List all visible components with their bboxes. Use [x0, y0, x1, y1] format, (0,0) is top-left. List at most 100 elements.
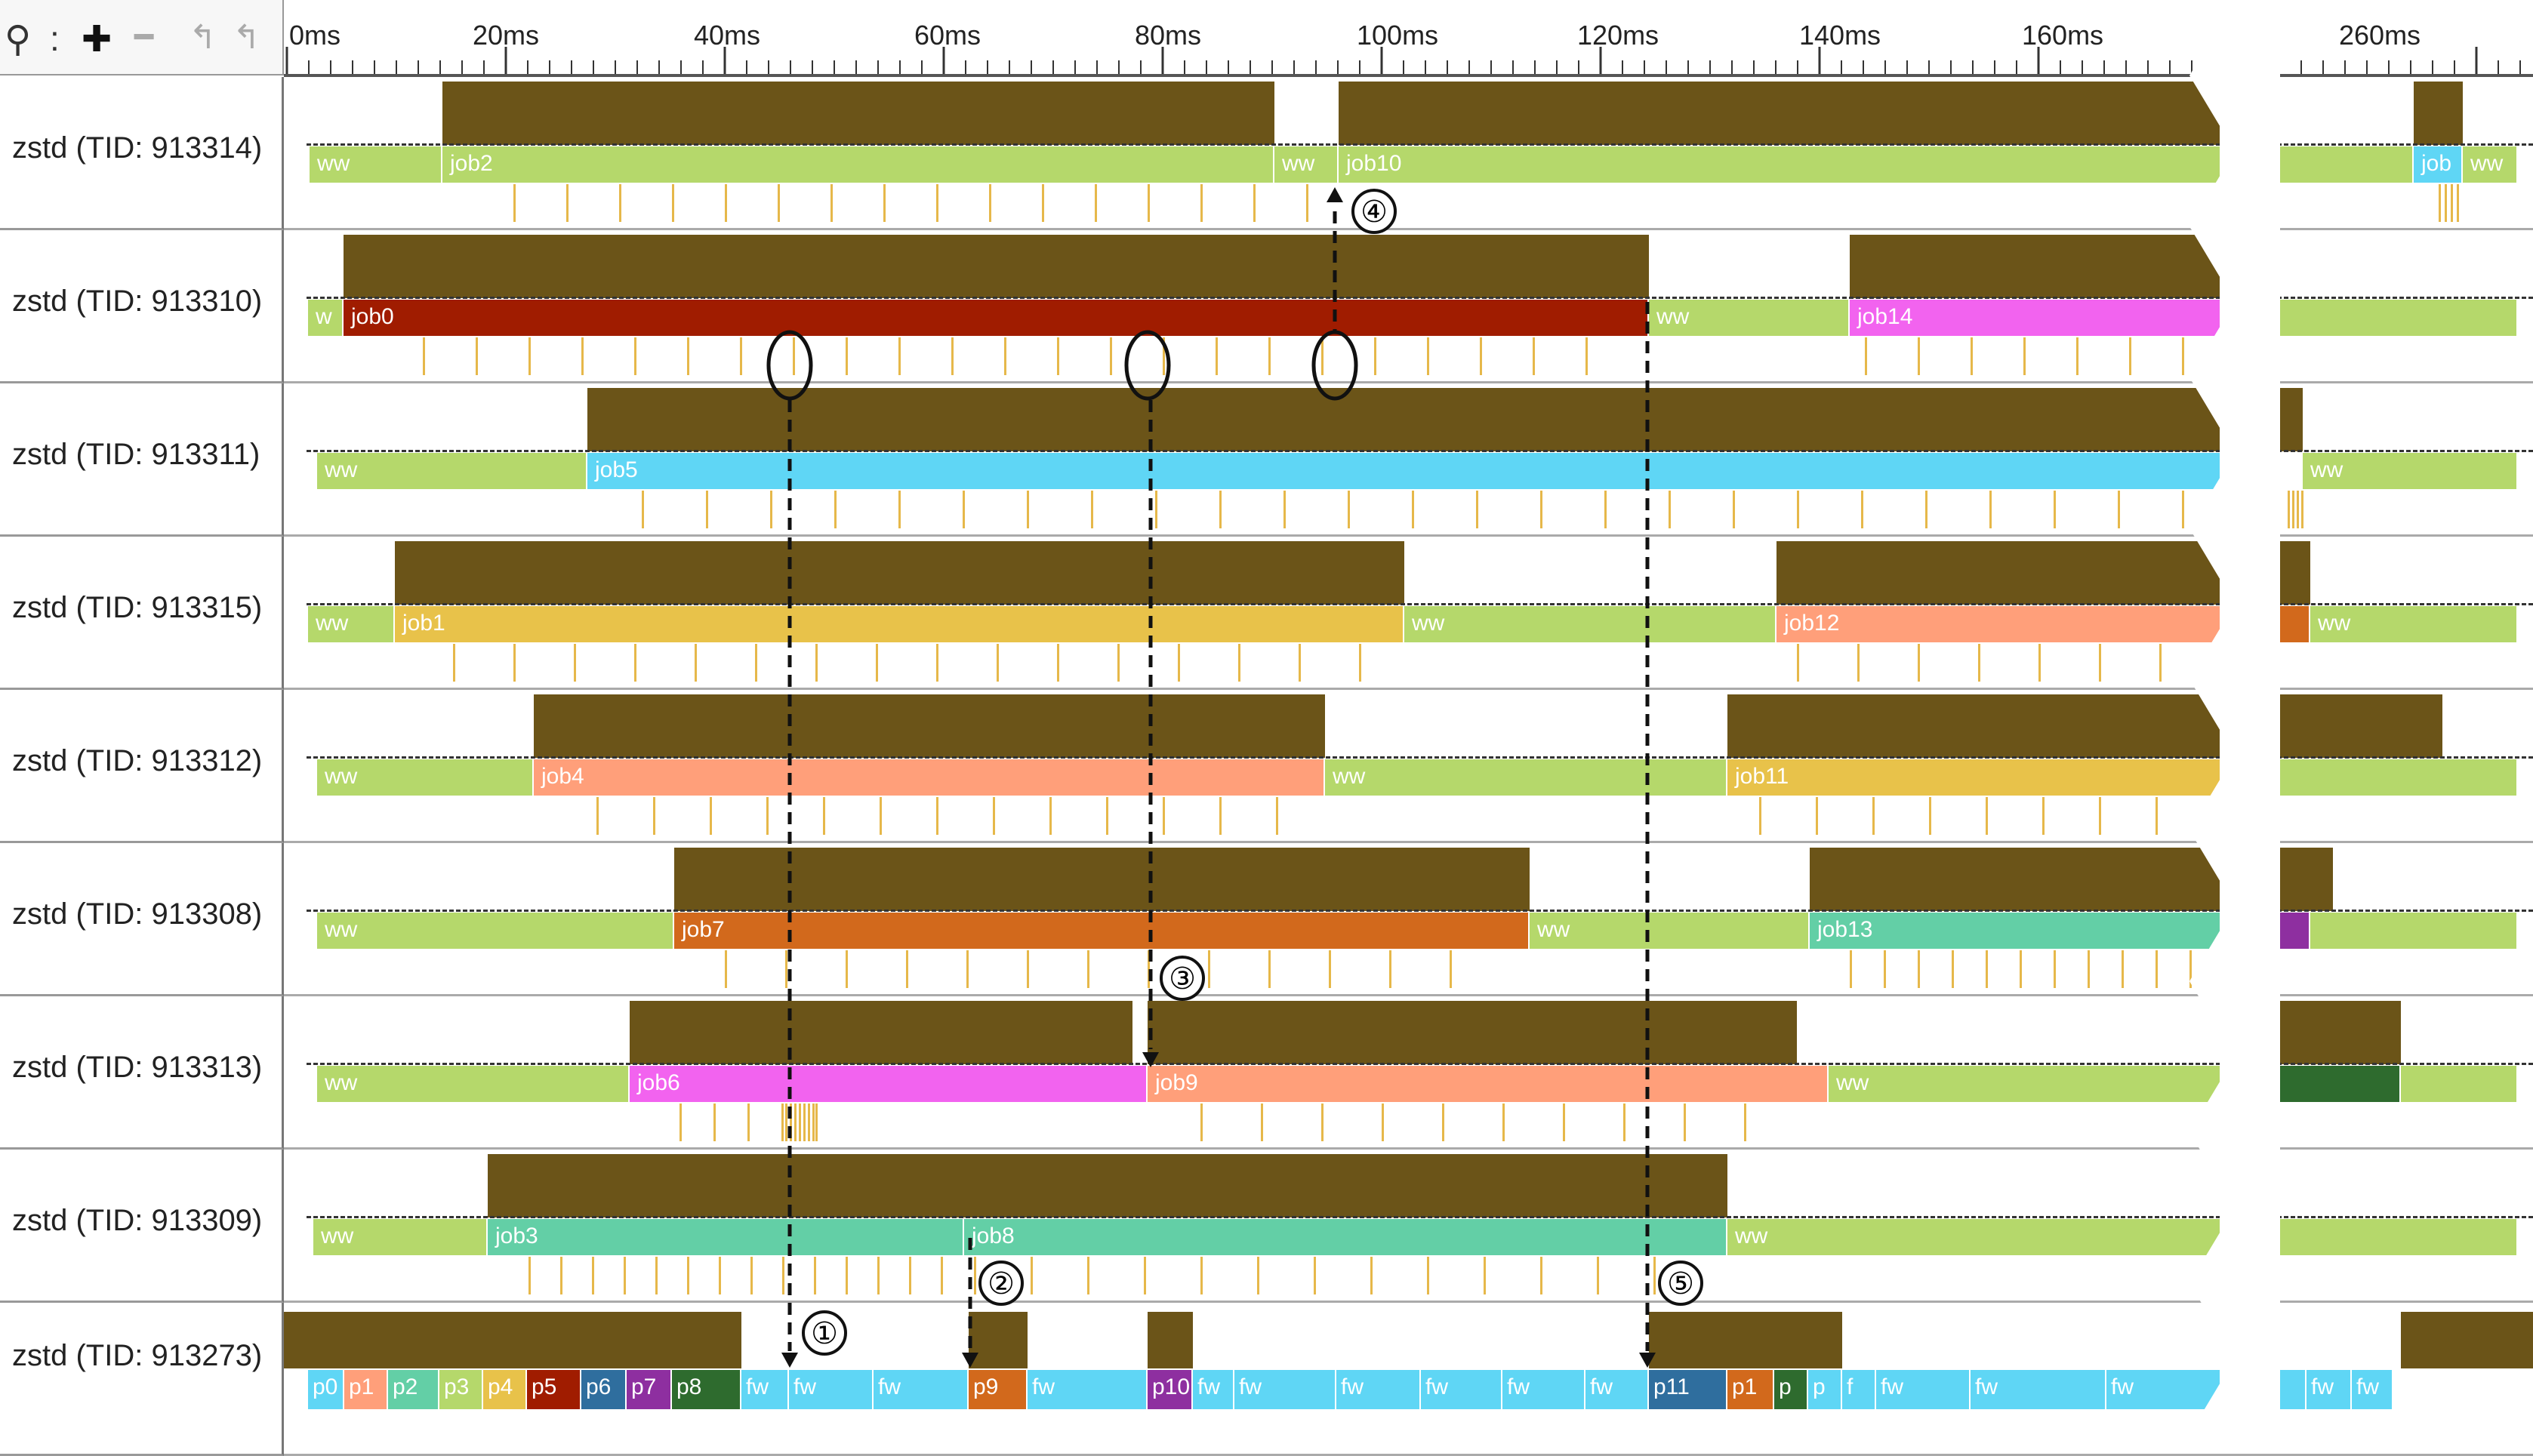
job-segment[interactable]: job5 — [587, 453, 2257, 489]
job-segment[interactable]: ww — [310, 146, 442, 183]
job-segment[interactable]: job0 — [344, 300, 1649, 336]
thread-label[interactable]: zstd (TID: 913313) — [0, 996, 284, 1150]
process-segment-label: p11 — [1653, 1374, 1690, 1399]
process-segment[interactable]: p8 — [672, 1370, 741, 1409]
sample-tick — [2159, 644, 2162, 682]
job-segment-label: job10 — [1346, 151, 1402, 176]
sample-tick — [2038, 644, 2041, 682]
thread-lane[interactable]: ww job2 ww job10 job ww — [284, 77, 2533, 230]
process-segment[interactable]: p7 — [627, 1370, 672, 1409]
job-segment[interactable]: ww — [308, 606, 395, 642]
job-segment[interactable]: ww — [1325, 759, 1727, 796]
job-segment[interactable]: job — [2414, 146, 2463, 183]
job-segment-label: ww — [2310, 457, 2343, 482]
job-segment[interactable]: job2 — [442, 146, 1274, 183]
sample-tick — [1669, 491, 1671, 528]
process-segment[interactable]: fw — [1971, 1370, 2106, 1409]
job-segment[interactable]: ww — [2463, 146, 2518, 183]
sample-tick — [1348, 491, 1350, 528]
menu-dots-icon[interactable]: : — [50, 19, 60, 58]
job-segment[interactable]: ww — [1530, 913, 1810, 949]
job-segment[interactable]: ww — [2310, 606, 2518, 642]
thread-label[interactable]: zstd (TID: 913309) — [0, 1150, 284, 1303]
job-segment-tail[interactable] — [2273, 1066, 2401, 1102]
process-segment[interactable]: p6 — [581, 1370, 627, 1409]
thread-label[interactable]: zstd (TID: 913311) — [0, 383, 284, 537]
job-segment[interactable]: ww — [317, 913, 674, 949]
process-segment[interactable]: p9 — [969, 1370, 1028, 1409]
thread-lane[interactable]: ww job5 ww — [284, 383, 2533, 537]
process-segment[interactable]: fw — [789, 1370, 874, 1409]
job-segment[interactable]: ww — [1829, 1066, 2257, 1102]
job-segment[interactable]: ww — [1274, 146, 1339, 183]
job-segment[interactable]: w — [308, 300, 344, 336]
process-segment[interactable]: p0 — [308, 1370, 344, 1409]
process-segment[interactable]: fw — [874, 1370, 969, 1409]
process-segment[interactable]: p10 — [1148, 1370, 1193, 1409]
process-segment[interactable]: fw — [1502, 1370, 1585, 1409]
search-icon[interactable]: ⚲ — [5, 20, 32, 60]
process-segment[interactable]: fw — [1421, 1370, 1502, 1409]
job-segment[interactable]: job9 — [1148, 1066, 1829, 1102]
job-segment[interactable]: job13 — [1810, 913, 2235, 949]
process-segment[interactable]: fw — [1193, 1370, 1234, 1409]
process-segment[interactable]: fw — [2106, 1370, 2235, 1409]
job-segment[interactable]: ww — [1649, 300, 1850, 336]
process-segment[interactable]: fw — [2352, 1370, 2393, 1409]
thread-label[interactable]: zstd (TID: 913314) — [0, 77, 284, 230]
thread-label[interactable]: zstd (TID: 913310) — [0, 230, 284, 383]
process-segment[interactable]: p4 — [483, 1370, 527, 1409]
job-segment[interactable]: ww — [317, 759, 534, 796]
job-segment[interactable]: job7 — [674, 913, 1530, 949]
thread-label[interactable]: zstd (TID: 913273) — [0, 1303, 284, 1456]
process-segment[interactable]: fw — [1876, 1370, 1971, 1409]
job-segment[interactable]: job14 — [1850, 300, 2235, 336]
process-segment[interactable]: fw — [1336, 1370, 1421, 1409]
job-segment[interactable]: ww — [317, 1066, 630, 1102]
job-segment[interactable]: job6 — [630, 1066, 1148, 1102]
job-segment[interactable]: job11 — [1727, 759, 2235, 796]
zoom-out-icon[interactable]: ━ — [134, 19, 154, 54]
job-segment[interactable]: job3 — [488, 1219, 964, 1255]
process-segment-label: fw — [1507, 1374, 1530, 1399]
process-segment[interactable]: fw — [1585, 1370, 1649, 1409]
job-segment[interactable]: ww — [2303, 453, 2518, 489]
process-segment[interactable]: p — [1808, 1370, 1842, 1409]
sample-tick — [846, 337, 848, 375]
process-segment[interactable]: fw — [741, 1370, 789, 1409]
zoom-in-icon[interactable]: ✚ — [82, 20, 112, 60]
process-segment[interactable]: p1 — [344, 1370, 388, 1409]
process-segment[interactable]: p2 — [388, 1370, 439, 1409]
process-segment[interactable]: fw — [1234, 1370, 1336, 1409]
thread-lane[interactable]: ww job1 ww job12 ww — [284, 537, 2533, 690]
job-segment[interactable]: job8 — [964, 1219, 1727, 1255]
job-segment[interactable]: w — [2235, 1219, 2518, 1255]
job-segment[interactable]: job4 — [534, 759, 1325, 796]
job-segment[interactable]: job1 — [395, 606, 1404, 642]
job-segment[interactable]: ww — [1404, 606, 1776, 642]
process-segment[interactable]: p1 — [1727, 1370, 1774, 1409]
sample-tick — [1585, 337, 1588, 375]
thread-lane[interactable]: wwjob3job8www — [284, 1150, 2533, 1303]
job-segment[interactable]: ww — [1727, 1219, 2235, 1255]
process-segment[interactable]: p3 — [439, 1370, 483, 1409]
thread-label[interactable]: zstd (TID: 913312) — [0, 690, 284, 843]
process-segment[interactable]: fw — [1028, 1370, 1148, 1409]
thread-lane[interactable]: p0 p1 p2 p3 p4 p5 p6 p7 p8 fw fw fw p9 fw p10 fw fw fw fw f… — [284, 1303, 2533, 1456]
thread-label[interactable]: zstd (TID: 913308) — [0, 843, 284, 996]
reset-zoom-icon[interactable]: ↰ — [233, 19, 260, 56]
time-ruler[interactable]: 0ms 20ms 40ms 60ms 80ms 100ms 120ms 140ms 160ms 2… — [284, 0, 2533, 77]
job-segment[interactable]: ww — [317, 453, 587, 489]
thread-label[interactable]: zstd (TID: 913315) — [0, 537, 284, 690]
process-segment[interactable]: p — [1774, 1370, 1808, 1409]
process-segment[interactable]: f — [1842, 1370, 1876, 1409]
process-segment[interactable]: p11 — [1649, 1370, 1727, 1409]
process-segment[interactable]: p5 — [527, 1370, 581, 1409]
undo-zoom-icon[interactable]: ↰ — [189, 19, 217, 56]
process-segment[interactable]: fw — [2307, 1370, 2352, 1409]
job-segment[interactable]: ww — [313, 1219, 488, 1255]
